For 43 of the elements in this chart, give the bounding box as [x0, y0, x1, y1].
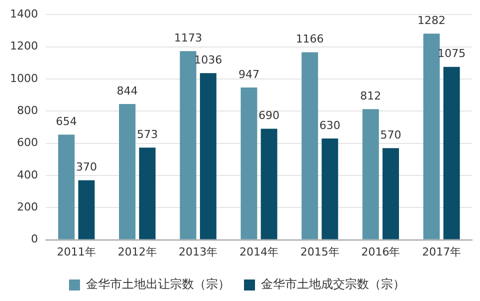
bar [180, 51, 196, 240]
y-tick-label: 200 [16, 200, 38, 214]
data-label: 573 [136, 128, 158, 141]
bar [443, 66, 460, 240]
data-label: 947 [238, 68, 260, 81]
y-tick-label: 800 [16, 104, 38, 117]
legend-label: 金华市土地出让宗数（宗） [86, 277, 230, 292]
data-label: 844 [116, 84, 138, 98]
bar [423, 34, 440, 240]
data-label: 570 [380, 128, 402, 142]
data-label: 630 [319, 118, 340, 132]
y-tick-label: 1400 [10, 7, 38, 20]
bar [58, 134, 75, 240]
data-label: 1282 [418, 14, 446, 27]
data-label: 1173 [174, 31, 202, 44]
y-tick-label: 400 [16, 168, 38, 182]
bar [260, 128, 278, 240]
data-label: 690 [258, 109, 280, 122]
x-tick-label: 2012年 [118, 245, 157, 258]
bar [78, 180, 95, 240]
bar [302, 52, 318, 240]
y-tick-label: 600 [16, 136, 38, 150]
bar [240, 87, 258, 240]
bar [119, 104, 136, 240]
x-tick-label: 2016年 [361, 245, 400, 258]
y-tick-label: 1000 [10, 72, 38, 85]
data-label: 812 [360, 90, 382, 103]
bar [382, 148, 399, 240]
x-tick-label: 2013年 [178, 245, 218, 258]
data-label: 654 [56, 114, 77, 128]
bar [200, 73, 216, 240]
data-label: 1166 [296, 32, 324, 46]
y-tick-label: 1200 [10, 40, 38, 53]
bar [322, 138, 338, 240]
data-label: 370 [76, 160, 97, 174]
x-tick-label: 2011年 [56, 245, 96, 258]
bar [362, 109, 379, 240]
legend-label: 金华市土地成交宗数（宗） [261, 277, 405, 292]
bar [139, 148, 156, 240]
x-tick-label: 2014年 [239, 245, 278, 258]
x-tick-label: 2015年 [300, 245, 340, 258]
y-tick-label: 0 [30, 232, 38, 246]
x-tick-label: 2017年 [422, 245, 462, 258]
